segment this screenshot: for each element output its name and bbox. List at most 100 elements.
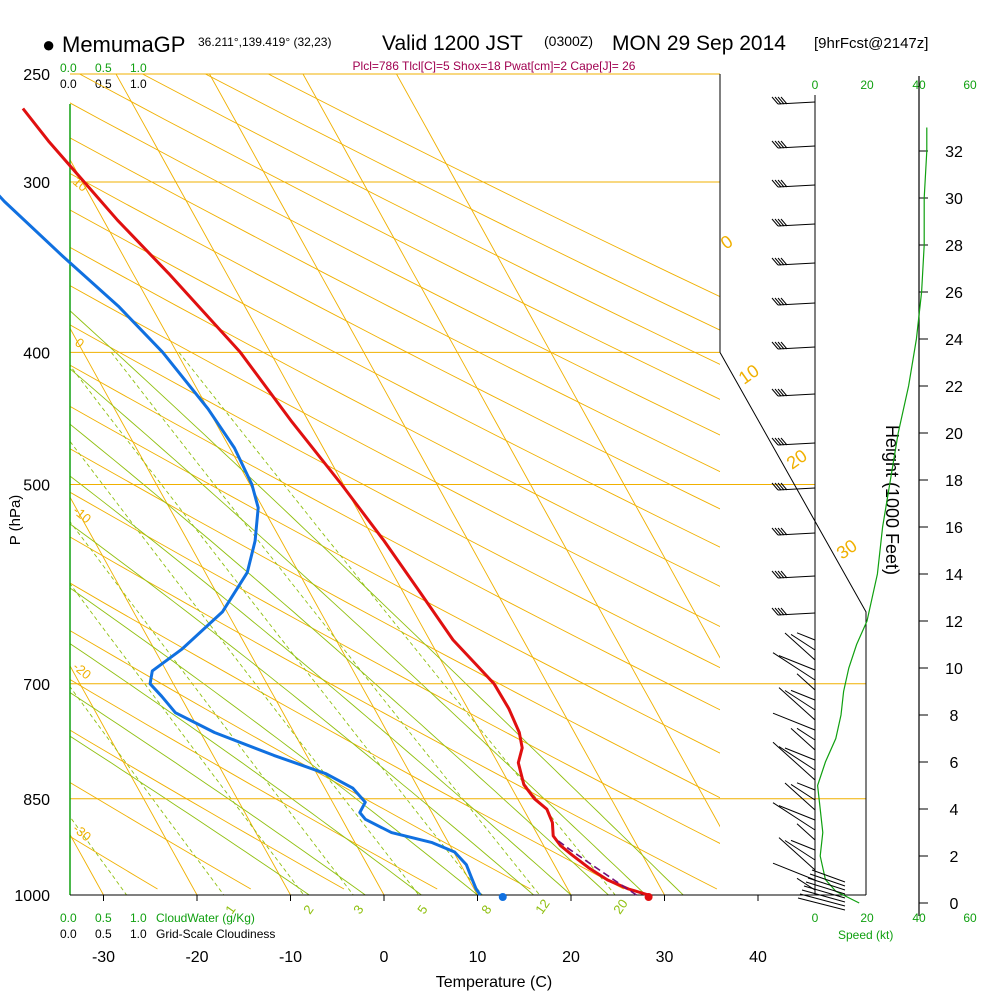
wind-barb-shaft [784,690,816,711]
isotherm-line [209,74,665,895]
cloudiness-tick: 1.0 [130,927,147,941]
wind-barb-flag [774,218,782,227]
temperature-tick-label: -20 [185,949,208,966]
wind-barb-flag [774,297,782,306]
wind-barb-flag [774,388,782,397]
height-tick-label: 26 [945,285,963,302]
cloudwater-tick: 0.0 [60,911,77,925]
station-bullet: ● [42,32,55,57]
wind-barb-flag [780,179,788,188]
speed-tick: 20 [860,78,874,92]
speed-scale: 0 20 40 60 0 20 40 60 Speed (kt) [812,78,977,942]
wind-barb-shaft [772,802,816,831]
height-tick-label: 2 [950,849,959,866]
wind-barb-shaft [790,839,816,851]
moist-adiabat-line [70,523,534,895]
wind-barb-flag [780,607,788,616]
height-tick-label: 32 [945,144,963,161]
wind-barb-flag [774,570,782,579]
speed-tick: 0 [812,78,819,92]
dry-adiabat-line [70,448,720,799]
height-tick-label: 12 [945,614,963,631]
wind-barbs [771,96,846,911]
wind-barb-flag [777,140,785,149]
wind-speed-line [816,127,928,904]
wind-barb-flag [777,527,785,536]
moist-adiabat-line [70,368,647,895]
wind-barb-shaft [790,783,816,801]
station-name: MemumaGP [62,32,185,57]
wind-barb-shaft [811,869,846,883]
wind-barb-shaft [790,728,816,751]
cloudwater-label: CloudWater (g/Kg) [156,911,255,925]
wind-barb-flag [777,570,785,579]
speed-tick: 60 [963,78,977,92]
wind-barb-shaft [778,805,816,821]
dry-adiabat-line [70,536,718,890]
mixing-ratio-line [70,686,225,895]
height-tick-label: 20 [945,426,963,443]
dry-adiabat-line [70,137,720,473]
parcel-line [555,838,637,896]
isotherm-label: 20 [783,445,811,473]
cloudwater-tick: 1.0 [130,911,147,925]
moist-adiabat-line [70,587,478,895]
wind-barb-flag [780,341,788,350]
wind-barb-flag [780,96,788,105]
wind-barb-shaft [805,881,846,895]
temperature-tick-label: 40 [749,949,767,966]
height-axis-title: Height (1000 Feet) [882,425,902,575]
wind-barb-shaft [796,727,816,741]
mixing-ratio-line [70,816,127,895]
cloudwater-tick: 0.5 [95,61,112,75]
pressure-tick-label: 250 [23,67,50,84]
wind-barb-shaft [796,782,816,791]
dry-adiabat-line [70,209,720,548]
wind-barb-shaft [778,837,816,871]
wind-barb-shaft [790,633,816,651]
dry-adiabat-line [70,679,438,890]
wind-barb-shaft [801,889,846,903]
wind-barb-shaft [807,877,846,891]
wind-barb-flag [780,140,788,149]
dry-adiabat-line [70,491,720,844]
moist-adiabat-line [70,310,684,895]
wind-barb-flag [771,297,779,306]
plot-frame [69,73,920,916]
valid-utc: (0300Z) [544,33,593,49]
moist-adiabat-line [70,423,609,895]
wind-barb-flag [777,257,785,266]
wind-barb-shaft [784,747,816,761]
moist-adiabat-line [70,735,310,895]
temperature-tick-label: -10 [279,949,302,966]
mixing-ratio-label: 8 [478,902,494,917]
isotherm-label: 10 [735,360,763,388]
wind-barb-flag [780,570,788,579]
temperature-tick-label: -30 [92,949,115,966]
pressure-tick-label: 850 [23,792,50,809]
wind-barb-flag [774,341,782,350]
isotherm-label: 30 [833,535,861,563]
cloud-scales: 0.0 0.5 1.0 0.0 0.5 1.0 0.0 0.5 1.0 Clou… [60,61,275,941]
wind-barb-flag [777,482,785,491]
wind-barb-shaft [809,873,846,887]
wind-barb-shaft [797,897,846,911]
wind-barb-flag [774,527,782,536]
wind-barb-flag [771,257,779,266]
dry-adiabat-line [70,630,531,890]
wind-barb-flag [774,257,782,266]
wind-barb-shaft [799,893,846,907]
wind-barb-flag [774,179,782,188]
wind-barb-flag [771,527,779,536]
wind-barb-flag [777,297,785,306]
cloudwater-tick: 0.5 [95,911,112,925]
height-tick-label: 14 [945,567,963,584]
cloudwater-tick: 1.0 [130,61,147,75]
wind-barb-shaft [784,840,816,861]
wind-barb-flag [777,437,785,446]
dry-adiabat-line [70,729,345,890]
wind-barb-shaft [778,746,816,771]
x-axis-title: Temperature (C) [436,974,552,991]
wind-barb-shaft [784,782,816,811]
